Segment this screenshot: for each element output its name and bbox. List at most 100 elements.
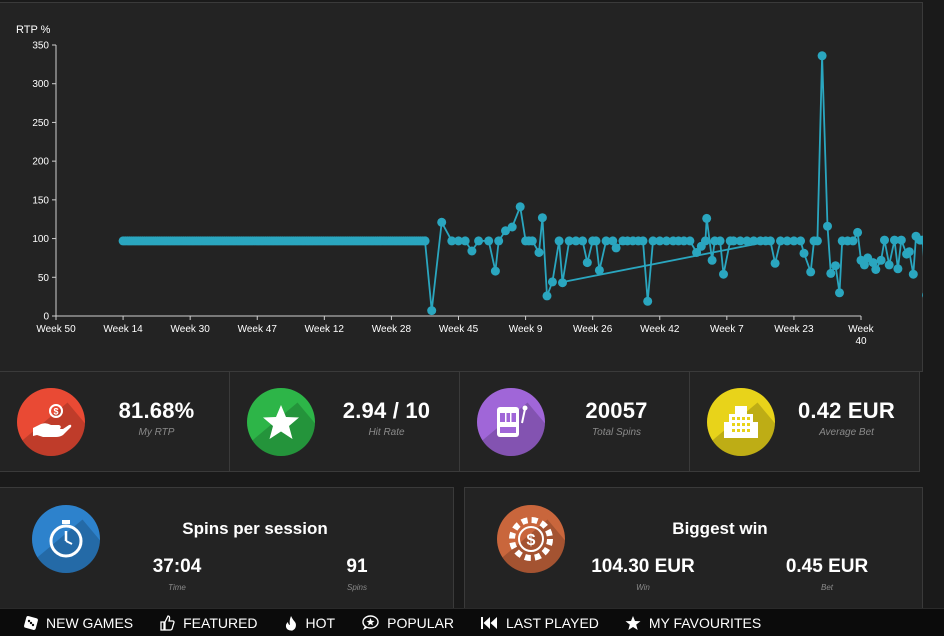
biggest-win-label: Win xyxy=(636,583,650,592)
stat-value: 2.94 / 10 xyxy=(342,398,431,423)
data-point xyxy=(420,236,430,246)
data-point xyxy=(467,246,477,256)
dice-icon xyxy=(24,615,38,630)
data-point xyxy=(812,236,822,246)
data-point xyxy=(437,217,447,227)
data-point xyxy=(427,306,437,316)
data-point xyxy=(749,236,759,246)
data-point xyxy=(823,221,832,231)
data-point xyxy=(564,236,574,246)
data-point xyxy=(776,236,785,246)
stat-hit-rate: 2.94 / 10 Hit Rate xyxy=(230,372,460,472)
data-point xyxy=(648,236,658,246)
x-tick-label: Week 45 xyxy=(439,324,479,335)
data-point xyxy=(799,248,809,258)
casino-chip-icon: $ xyxy=(497,505,565,573)
nav-featured[interactable]: FEATURED xyxy=(159,614,258,631)
x-tick-label: Week 42 xyxy=(640,324,680,335)
thumbs-up-icon xyxy=(160,614,175,631)
rtp-line-chart: RTP % 0 50 100 150 200 250 300 350 Week 50 Week 14… xyxy=(16,24,923,347)
data-point xyxy=(735,236,745,246)
y-tick-label: 100 xyxy=(32,234,49,245)
data-point xyxy=(700,236,710,246)
data-point xyxy=(806,267,816,277)
data-point xyxy=(884,260,894,270)
rtp-chart-panel: RTP % 0 50 100 150 200 250 300 350 Week 50 Week 14… xyxy=(0,2,923,372)
data-point xyxy=(848,236,858,246)
session-time-label: Time xyxy=(168,583,186,592)
y-tick-label: 150 xyxy=(32,195,49,206)
data-point xyxy=(831,261,840,271)
stat-total-spins: 20057 Total Spins xyxy=(460,372,690,472)
session-spins-value: 91 xyxy=(346,556,368,577)
data-point xyxy=(918,235,923,245)
y-tick-label: 250 xyxy=(32,118,49,129)
data-point xyxy=(729,236,738,246)
nav-last-played[interactable]: LAST PLAYED xyxy=(480,615,599,631)
data-point xyxy=(591,236,601,246)
stat-value: 0.42 EUR xyxy=(798,398,895,423)
stat-label: My RTP xyxy=(138,427,175,438)
nav-popular[interactable]: POPULAR xyxy=(361,615,454,631)
nav-my-favourites[interactable]: MY FAVOURITES xyxy=(625,615,761,631)
x-tick-label: Week 28 xyxy=(372,324,412,335)
biggest-win-title: Biggest win xyxy=(672,519,768,538)
y-tick-label: 200 xyxy=(32,157,49,168)
data-point xyxy=(707,255,717,265)
data-point xyxy=(742,236,752,246)
data-point xyxy=(542,291,552,301)
data-point xyxy=(594,265,604,275)
data-point xyxy=(890,235,899,245)
spins-per-session-panel: Spins per session 37:04 Time 91 Spins xyxy=(0,487,454,612)
data-point xyxy=(719,269,728,279)
data-point xyxy=(896,235,906,245)
series-line xyxy=(558,241,764,284)
data-point xyxy=(547,277,557,287)
data-point xyxy=(859,260,869,270)
data-point xyxy=(692,248,702,257)
data-point xyxy=(608,236,618,246)
data-point xyxy=(578,236,588,246)
data-point xyxy=(501,226,510,236)
nav-label: HOT xyxy=(305,614,336,631)
data-point xyxy=(611,243,621,253)
nav-label: FEATURED xyxy=(183,614,258,631)
data-point xyxy=(534,248,544,257)
x-tick-label: Week 12 xyxy=(305,324,345,335)
series-points xyxy=(118,51,923,316)
data-point xyxy=(908,269,918,279)
stopwatch-icon xyxy=(32,505,100,573)
data-point xyxy=(447,236,457,246)
svg-text:$: $ xyxy=(53,407,58,417)
data-point xyxy=(601,236,611,246)
data-point xyxy=(494,236,504,246)
x-tick-label: Week 9 xyxy=(509,324,543,335)
x-tick-label: Week 26 xyxy=(573,324,613,335)
data-point xyxy=(484,236,494,246)
star-icon xyxy=(247,388,315,456)
casino-building-icon xyxy=(707,388,775,456)
data-point xyxy=(655,236,665,246)
stat-value: 81.68% xyxy=(118,398,195,423)
x-tick-label: Week 23 xyxy=(774,324,814,335)
biggest-bet-label: Bet xyxy=(820,583,833,592)
data-point xyxy=(871,265,881,274)
slot-machine-icon xyxy=(477,388,545,456)
x-tick-label: Week 7 xyxy=(710,324,744,335)
data-point xyxy=(571,236,581,246)
svg-text:$: $ xyxy=(527,532,536,549)
stats-row: $ 81.68% My RTP 2.94 / 10 Hit Rate xyxy=(0,372,923,472)
data-point xyxy=(868,258,878,268)
nav-hot[interactable]: HOT xyxy=(284,614,336,631)
bottom-nav-bar: NEW GAMES FEATURED HOT POPULAR LAST PLAY… xyxy=(0,608,944,636)
data-point xyxy=(582,258,592,268)
nav-label: NEW GAMES xyxy=(46,614,134,631)
y-tick-label: 0 xyxy=(43,312,49,323)
data-point xyxy=(835,288,844,298)
data-point xyxy=(537,213,547,223)
data-point xyxy=(765,236,775,246)
nav-new-games[interactable]: NEW GAMES xyxy=(24,615,133,631)
y-axis-title: RTP % xyxy=(16,24,51,36)
x-tick-label: Week 40 xyxy=(848,324,874,347)
data-point xyxy=(454,236,463,246)
